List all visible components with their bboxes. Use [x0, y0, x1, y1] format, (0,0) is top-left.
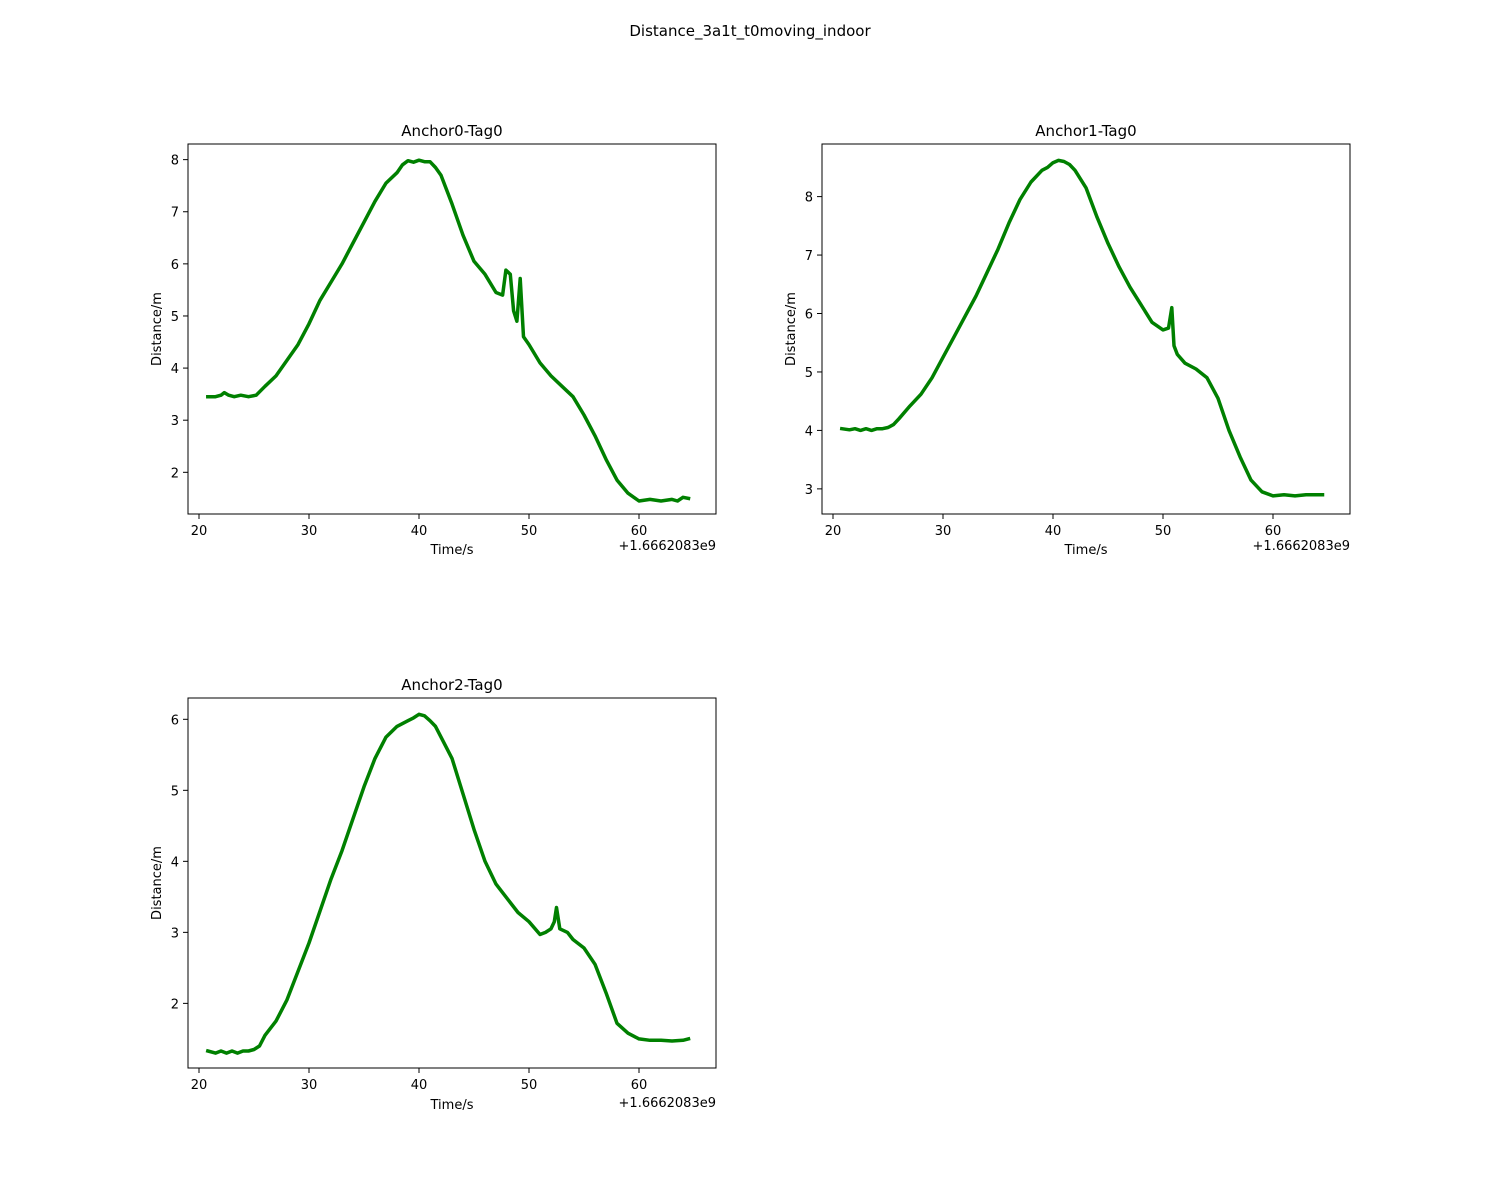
x-axis-ticks: 20 30 40 50 60: [191, 1068, 648, 1093]
y-tick-label: 4: [171, 855, 179, 870]
subplot-anchor0-tag0: Anchor0-Tag0 20 30 40 50 60 2 3 4 5 6 7 8 Time/s D…: [150, 122, 717, 558]
x-tick-label: 50: [521, 1078, 538, 1093]
y-tick-label: 5: [805, 366, 813, 381]
x-axis-offset-label: +1.6662083e9: [1253, 539, 1350, 554]
y-tick-label: 3: [805, 483, 813, 498]
x-tick-label: 60: [631, 1078, 648, 1093]
y-tick-label: 7: [805, 249, 813, 264]
y-axis-ticks: 2 3 4 5 6 7 8: [171, 154, 188, 481]
x-tick-label: 20: [825, 524, 842, 539]
x-tick-label: 20: [191, 524, 208, 539]
x-tick-label: 30: [935, 524, 952, 539]
x-tick-label: 60: [1265, 524, 1282, 539]
y-axis-label: Distance/m: [150, 846, 165, 920]
y-tick-label: 2: [171, 466, 179, 481]
distance-series-line: [839, 158, 1325, 498]
x-tick-label: 30: [301, 1078, 318, 1093]
x-tick-label: 40: [411, 524, 428, 539]
x-axis-label: Time/s: [1064, 543, 1108, 558]
y-tick-label: 5: [171, 784, 179, 799]
y-axis-label: Distance/m: [784, 292, 799, 366]
x-axis-label: Time/s: [430, 1098, 474, 1113]
y-tick-label: 2: [171, 997, 179, 1012]
subplot-title: Anchor2-Tag0: [401, 676, 502, 694]
y-axis-label: Distance/m: [150, 292, 165, 366]
x-axis-label: Time/s: [430, 543, 474, 558]
subplot-anchor2-tag0: Anchor2-Tag0 20 30 40 50 60 2 3 4 5 6 Time/s Dis…: [150, 676, 717, 1113]
y-tick-label: 3: [171, 414, 179, 429]
subplot-title: Anchor1-Tag0: [1035, 122, 1136, 140]
plot-frame: [187, 697, 717, 1069]
y-axis-ticks: 2 3 4 5 6: [171, 713, 188, 1012]
y-tick-label: 4: [171, 362, 179, 377]
y-tick-label: 6: [171, 258, 179, 273]
distance-series-line: [206, 158, 691, 503]
x-tick-label: 60: [631, 524, 648, 539]
x-tick-label: 30: [301, 524, 318, 539]
y-tick-label: 4: [805, 424, 813, 439]
subplot-anchor1-tag0: Anchor1-Tag0 20 30 40 50 60 3 4 5 6 7 8 Time/s Di…: [784, 122, 1351, 558]
plot-frame: [821, 143, 1351, 515]
figure-title: Distance_3a1t_t0moving_indoor: [629, 22, 871, 41]
x-axis-ticks: 20 30 40 50 60: [825, 514, 1282, 539]
y-tick-label: 7: [171, 206, 179, 221]
y-axis-ticks: 3 4 5 6 7 8: [805, 191, 822, 498]
x-axis-offset-label: +1.6662083e9: [619, 539, 716, 554]
y-tick-label: 8: [171, 154, 179, 169]
distance-series-line: [205, 712, 691, 1055]
x-axis-ticks: 20 30 40 50 60: [191, 514, 648, 539]
y-tick-label: 8: [805, 191, 813, 206]
y-tick-label: 6: [805, 308, 813, 323]
y-tick-label: 6: [171, 713, 179, 728]
x-tick-label: 20: [191, 1078, 208, 1093]
x-tick-label: 50: [521, 524, 538, 539]
y-tick-label: 3: [171, 926, 179, 941]
y-tick-label: 5: [171, 310, 179, 325]
x-tick-label: 50: [1155, 524, 1172, 539]
x-tick-label: 40: [411, 1078, 428, 1093]
x-tick-label: 40: [1045, 524, 1062, 539]
subplot-title: Anchor0-Tag0: [401, 122, 502, 140]
x-axis-offset-label: +1.6662083e9: [619, 1096, 716, 1111]
